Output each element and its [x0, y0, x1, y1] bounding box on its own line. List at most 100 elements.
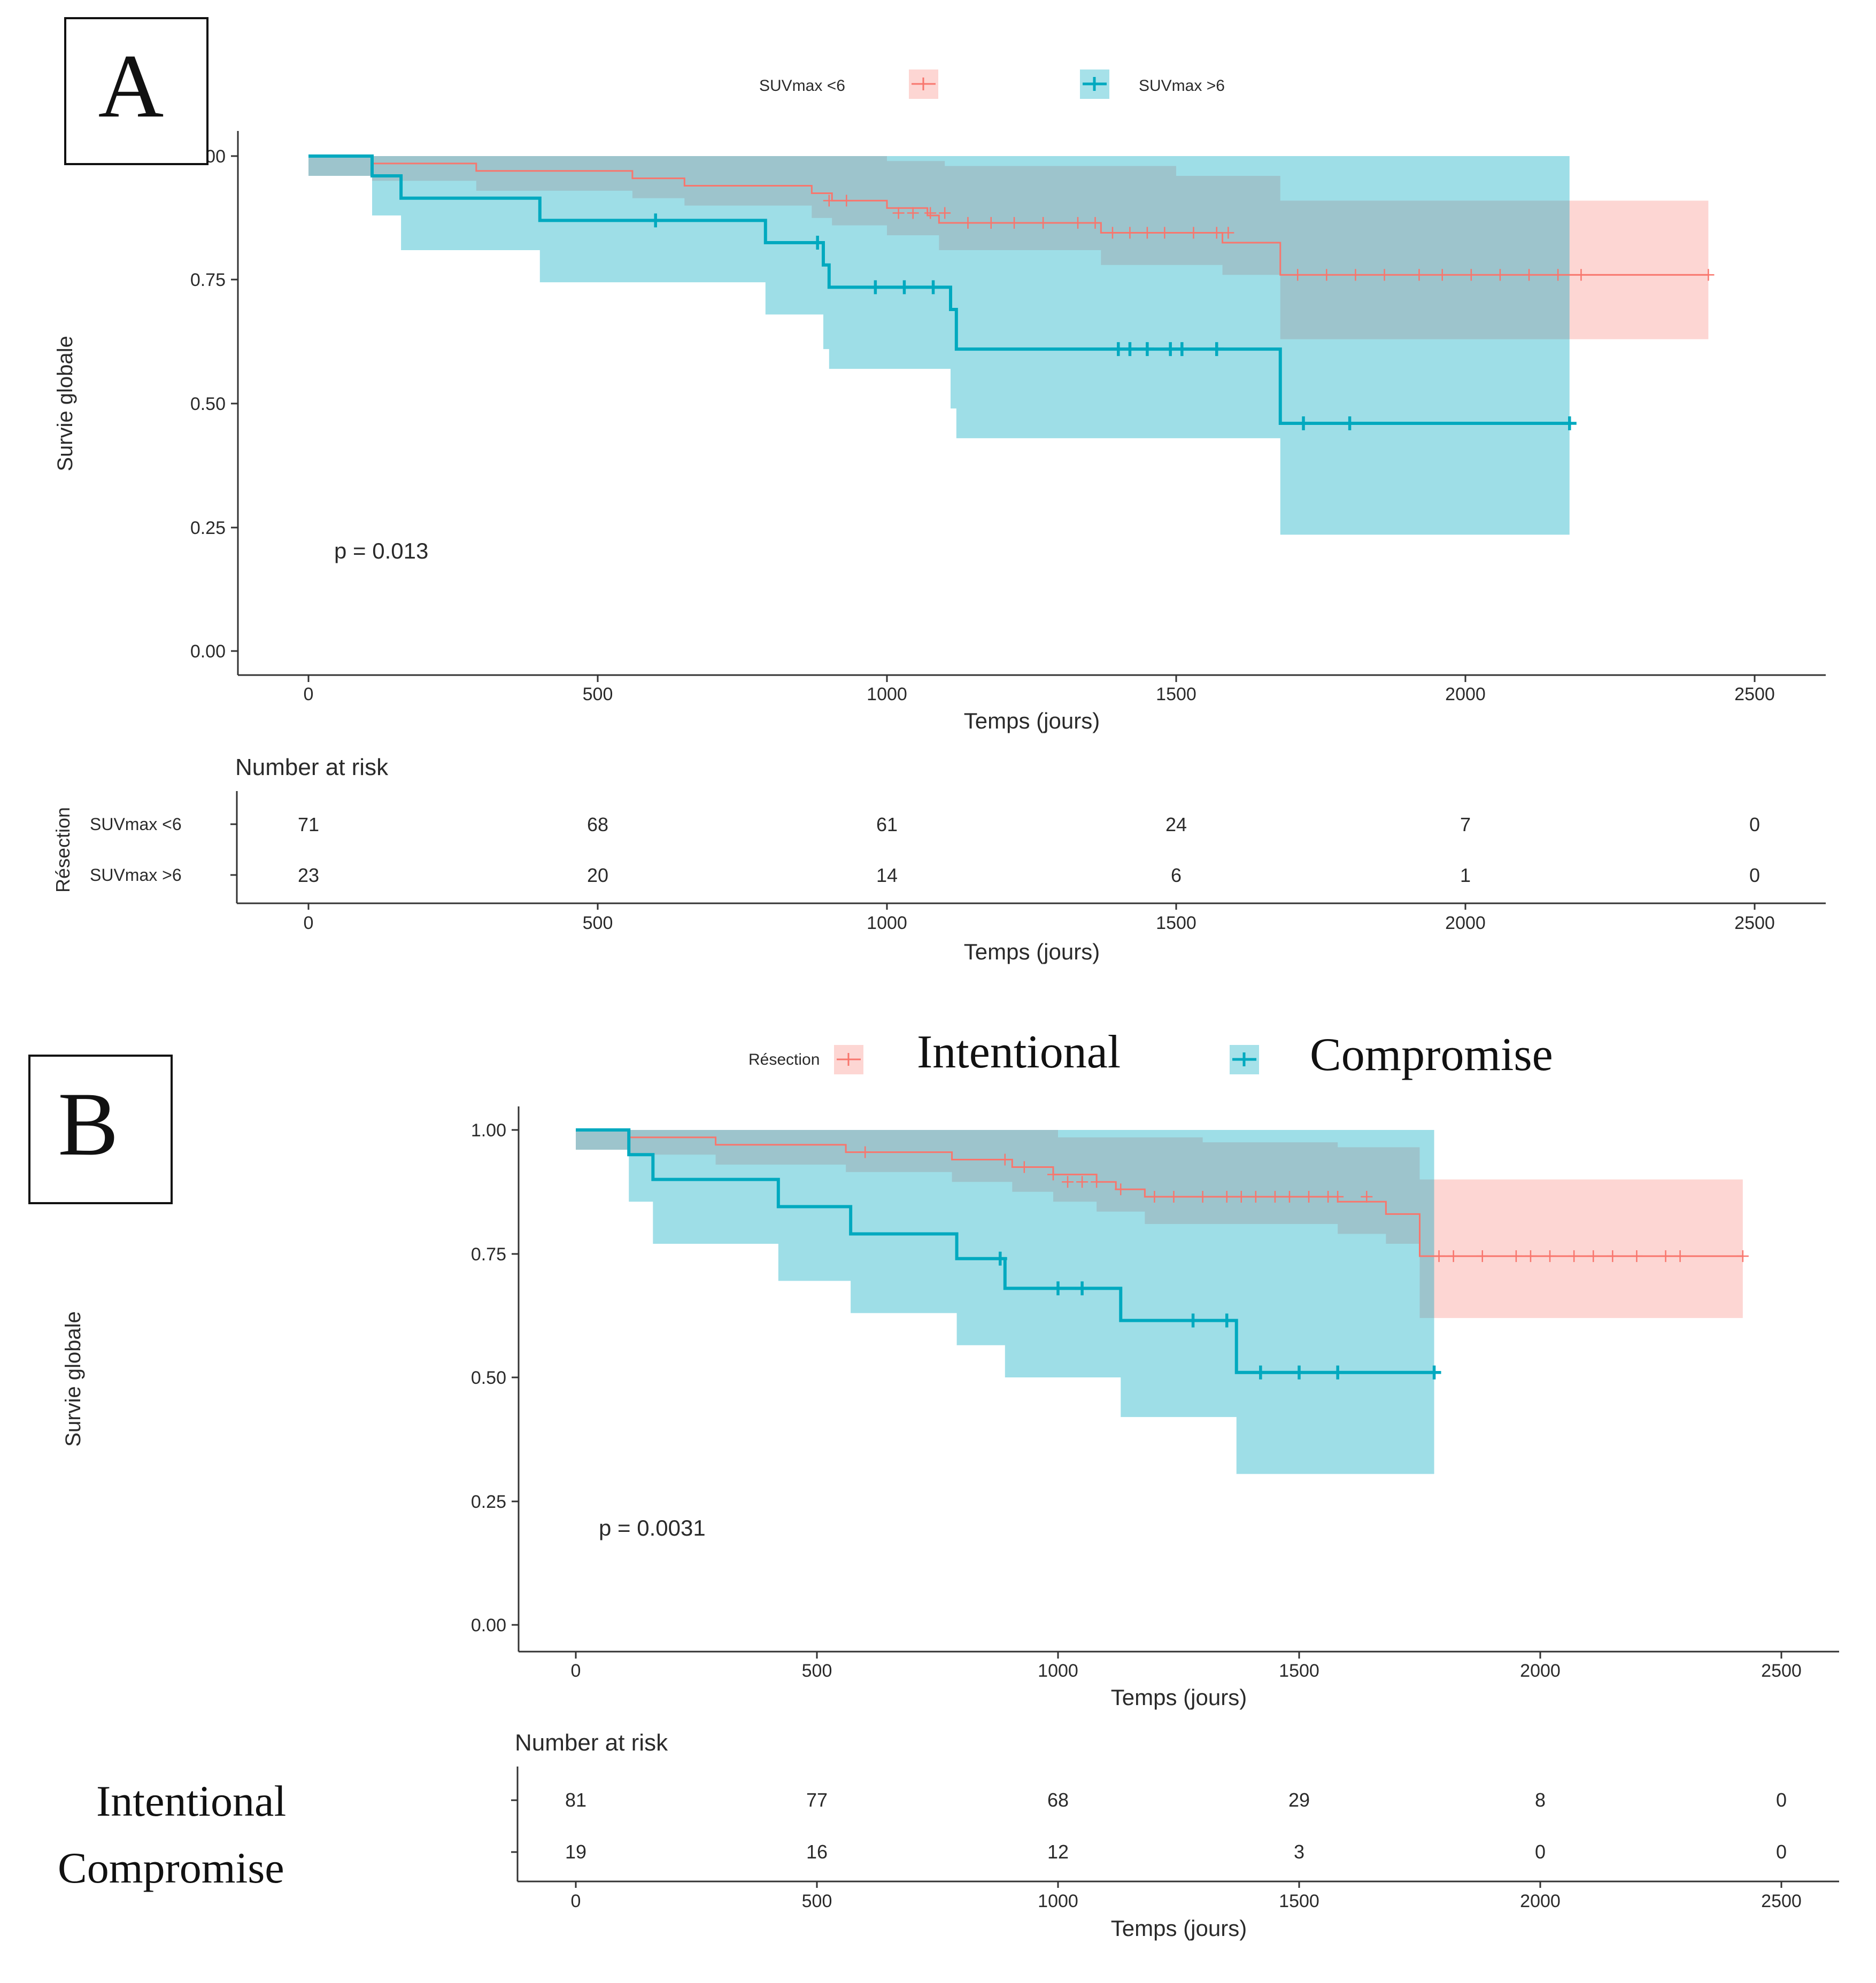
risk-x-tick-label-a: 1500 [1156, 913, 1196, 933]
survival-curve-2 [308, 154, 1570, 425]
risk-count: 1 [1460, 864, 1471, 886]
censor-mark-1 [1349, 269, 1362, 281]
censor-mark-1 [1159, 227, 1171, 239]
legend-b: Résection Intentional Compromise [748, 1026, 1553, 1081]
censor-mark-1 [1235, 1191, 1247, 1203]
risk-count: 6 [1171, 864, 1182, 886]
risk-x-tick-label-b: 1000 [1038, 1891, 1078, 1911]
censor-mark-1 [823, 195, 835, 207]
censor-mark-1 [939, 207, 951, 219]
censor-mark-1 [1378, 269, 1391, 281]
risk-row-label-a: SUVmax >6 [90, 865, 182, 885]
risk-x-tick-label-b: 500 [802, 1891, 832, 1911]
censor-mark-2 [1562, 416, 1577, 431]
x-tick-label-b: 0 [571, 1661, 581, 1681]
censor-mark-2 [1051, 1281, 1065, 1296]
x-tick-label-a: 500 [583, 684, 613, 704]
y-tick-label-b: 1.00 [471, 1120, 506, 1141]
censor-mark-1 [1168, 1191, 1180, 1203]
risk-x-tick-label-a: 0 [304, 913, 314, 933]
censor-mark-1 [907, 207, 919, 219]
risk-x-axis-label-b: Temps (jours) [1111, 1916, 1247, 1941]
censor-mark-2 [1342, 416, 1357, 431]
x-tick-label-a: 0 [304, 684, 314, 704]
censor-mark-1 [1674, 1250, 1686, 1262]
x-tick-label-b: 2000 [1520, 1661, 1561, 1681]
censor-mark-1 [1072, 217, 1084, 229]
legend-a: SUVmax <6 SUVmax >6 [759, 69, 1225, 99]
censor-mark-1 [1587, 1250, 1600, 1262]
censor-mark-1 [1523, 269, 1535, 281]
censor-mark-1 [1222, 227, 1234, 239]
censor-mark-1 [1249, 1191, 1262, 1203]
x-ticks-b: 0 500 1000 1500 2000 2500 [571, 1652, 1802, 1681]
y-tick-label-a: 0.75 [190, 270, 226, 290]
legend-b-entry-2-label: Compromise [1310, 1029, 1553, 1081]
risk-count: 68 [1047, 1789, 1069, 1811]
censor-mark-1 [1321, 269, 1333, 281]
censor-mark-1 [1269, 1191, 1281, 1203]
censor-mark-1 [1221, 1191, 1233, 1203]
censor-mark-1 [1361, 1191, 1373, 1203]
x-tick-label-b: 1000 [1038, 1661, 1078, 1681]
censor-mark-2 [897, 280, 912, 295]
legend-a-entry-1-label: SUVmax <6 [759, 77, 845, 95]
censor-mark-1 [962, 217, 974, 229]
risk-row-label-b: Compromise [58, 1843, 284, 1892]
censor-mark-2 [1296, 416, 1311, 431]
risk-count: 0 [1535, 1841, 1546, 1863]
risk-count: 8 [1535, 1789, 1546, 1811]
risk-count: 24 [1165, 814, 1187, 835]
x-axis-label-b: Temps (jours) [1111, 1685, 1247, 1710]
censor-mark-1 [1037, 217, 1049, 229]
censor-mark-1 [1062, 1176, 1074, 1188]
censor-mark-2 [1427, 1365, 1441, 1380]
censor-mark-2 [810, 236, 825, 250]
censor-mark-1 [1303, 1191, 1315, 1203]
risk-count: 0 [1749, 864, 1760, 886]
risk-count: 0 [1776, 1841, 1787, 1863]
censor-mark-1 [1187, 227, 1200, 239]
censor-mark-1 [1018, 1161, 1030, 1173]
x-tick-label-a: 1500 [1156, 684, 1196, 704]
censor-mark-1 [924, 207, 937, 219]
panel-label-b: B [58, 1074, 118, 1174]
risk-x-axis-label-a: Temps (jours) [964, 939, 1100, 964]
censor-mark-1 [1332, 1191, 1344, 1203]
censor-mark-1 [1047, 1168, 1059, 1181]
risk-count: 16 [806, 1841, 828, 1863]
censor-mark-2 [649, 213, 663, 228]
x-tick-label-b: 500 [802, 1661, 832, 1681]
censor-mark-1 [1659, 1250, 1672, 1262]
censor-mark-1 [1607, 1250, 1619, 1262]
risk-count: 12 [1047, 1841, 1069, 1863]
censor-mark-1 [859, 1146, 871, 1158]
survival-curve-1 [308, 155, 1709, 276]
p-value-a: p = 0.013 [334, 538, 428, 563]
risk-x-tick-label-a: 2000 [1445, 913, 1486, 933]
y-ticks-b: 0.00 0.25 0.50 0.75 1.00 [471, 1120, 519, 1636]
censor-mark-1 [1436, 269, 1448, 281]
legend-b-entry-1-label: Intentional [917, 1026, 1121, 1078]
censor-mark-1 [1524, 1250, 1537, 1262]
censor-mark-2 [1219, 1313, 1234, 1328]
censor-mark-1 [1552, 269, 1564, 281]
risk-x-tick-label-b: 1500 [1279, 1891, 1319, 1911]
risk-count: 68 [587, 814, 608, 835]
censor-mark-2 [1253, 1365, 1268, 1380]
y-tick-label-b: 0.00 [471, 1615, 506, 1636]
panel-label-box-a [64, 17, 209, 165]
plot-area-a [308, 154, 1715, 535]
y-tick-label-a: 0.25 [190, 518, 226, 538]
risk-count: 0 [1749, 814, 1760, 835]
censor-mark-1 [1196, 1191, 1209, 1203]
censor-mark-2 [1140, 342, 1154, 357]
panel-label-box-b [28, 1055, 173, 1204]
y-tick-label-a: 0.50 [190, 394, 226, 414]
censor-mark-1 [892, 207, 905, 219]
censor-mark-1 [1124, 227, 1136, 239]
risk-x-tick-label-b: 2000 [1520, 1891, 1561, 1911]
panel-label-a: A [98, 36, 164, 136]
risk-count: 19 [565, 1841, 586, 1863]
